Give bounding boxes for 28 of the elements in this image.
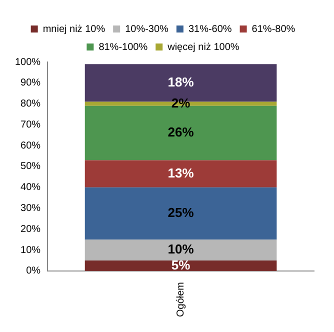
data-label: 18% [168, 74, 194, 90]
data-label: 13% [168, 165, 194, 180]
bar [84, 160, 277, 188]
y-tick-label: 30% [20, 203, 41, 214]
bar [84, 260, 277, 271]
data-label: 5% [171, 257, 191, 272]
legend-label: 31%-60% [188, 24, 232, 35]
bar [84, 187, 277, 240]
y-tick-label: 90% [20, 78, 41, 89]
data-label: 26% [168, 124, 194, 140]
x-tick-label: Ogółem [176, 282, 187, 317]
bar [84, 240, 277, 261]
legend-label: 10%-30% [125, 24, 169, 35]
y-tick-label: 40% [20, 182, 41, 194]
y-tick-label: 10% [20, 244, 41, 256]
y-tick-label: 60% [20, 140, 41, 152]
legend-label: mniej niż 10% [42, 24, 106, 35]
y-tick-label: 100% [15, 56, 41, 68]
y-tick-label: 80% [20, 98, 41, 110]
y-tick-label: 0% [26, 266, 41, 277]
legend-label: więcej niż 100% [166, 42, 240, 53]
legend-label: 81%-100% [98, 42, 148, 53]
data-label: 10% [168, 242, 194, 257]
y-tick-label: 20% [20, 224, 41, 235]
legend-label: 61%-80% [252, 24, 296, 35]
y-tick-label: 70% [20, 119, 41, 130]
y-tick-label: 50% [20, 161, 41, 172]
data-label: 25% [168, 205, 194, 220]
